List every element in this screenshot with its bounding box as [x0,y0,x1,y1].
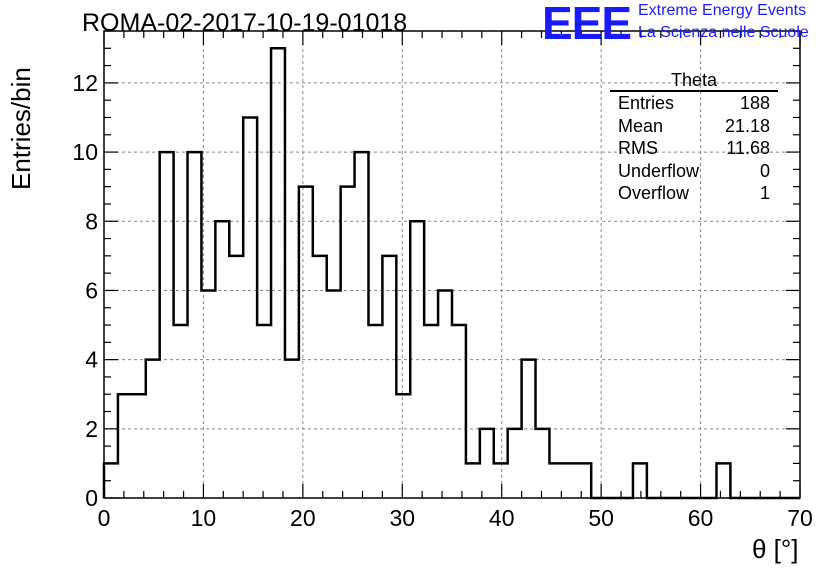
stats-label: Mean [618,115,664,136]
brand-line-1: Extreme Energy Events [638,2,807,19]
histogram-series-theta [102,47,800,500]
x-tick-label: 0 [98,505,111,531]
stats-value: 0 [759,160,770,181]
stats-label: Overflow [618,183,690,203]
stats-value: 1 [759,183,770,203]
stats-label: RMS [618,138,658,158]
stats-row-underflow: Underflow 0 [610,160,778,183]
x-tick-label: 10 [191,505,217,531]
brand-line-2: La Scienza nelle Scuole [638,24,809,41]
x-tick-label: 60 [688,505,714,531]
stats-value: 188 [739,93,770,113]
y-tick-label: 0 [85,485,98,511]
stats-box: Theta Entries 188 Mean 21.18 RMS 11.68 U… [610,70,778,205]
stats-label: Entries [618,93,675,113]
y-axis-label: Entries/bin [6,67,36,190]
y-tick-label: 4 [85,347,98,373]
x-tick-label: 30 [389,505,415,531]
stats-row-mean: Mean 21.18 [610,115,778,138]
y-tick-label: 12 [72,70,98,96]
x-tick-label: 40 [489,505,515,531]
stats-label: Underflow [618,160,700,181]
stats-value: 21.18 [724,115,770,136]
x-tick-label: 70 [787,505,813,531]
stats-row-entries: Entries 188 [610,92,778,115]
y-tick-label: 8 [85,208,98,234]
eee-logo: EEE [542,0,632,49]
x-axis-label: θ [°] [752,534,799,564]
x-tick-label: 20 [290,505,316,531]
stats-row-rms: RMS 11.68 [610,137,778,160]
stats-title: Theta [610,70,778,92]
plot-frame [103,30,801,499]
x-tick-label: 50 [588,505,614,531]
stats-value: 11.68 [726,138,770,158]
y-tick-label: 10 [72,139,98,165]
y-tick-label: 2 [85,416,98,442]
y-tick-label: 6 [85,277,98,303]
chart-title: ROMA-02-2017-10-19-01018 [82,9,408,37]
stats-row-overflow: Overflow 1 [610,182,778,205]
